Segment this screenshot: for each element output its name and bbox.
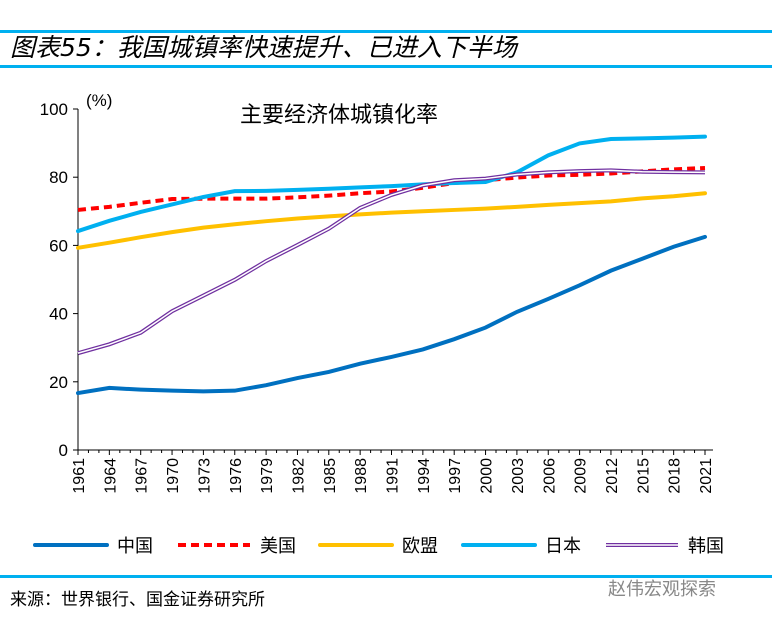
x-tick-label: 2015 xyxy=(635,458,652,494)
x-tick-label: 2012 xyxy=(604,458,621,494)
x-tick-label: 1997 xyxy=(447,458,464,494)
x-tick-label: 1961 xyxy=(71,458,88,494)
figure-title: 图表55：我国城镇率快速提升、已进入下半场 xyxy=(10,33,517,62)
series-line-日本 xyxy=(76,134,707,234)
x-tick-label: 1985 xyxy=(322,458,339,494)
y-tick-label: 80 xyxy=(49,168,68,187)
y-tick-label: 100 xyxy=(40,100,68,119)
x-tick-label: 1991 xyxy=(385,458,402,494)
title-rule xyxy=(0,65,772,68)
x-tick-label: 1973 xyxy=(196,458,213,494)
x-tick-label: 2000 xyxy=(479,458,496,494)
watermark: 赵伟宏观探索 xyxy=(608,579,716,599)
top-rule xyxy=(0,30,772,33)
x-tick-label: 2018 xyxy=(667,458,684,494)
legend-label: 美国 xyxy=(260,536,296,557)
legend-label: 日本 xyxy=(545,536,581,557)
series-line-美国 xyxy=(77,165,706,212)
x-tick-label: 2006 xyxy=(541,458,558,494)
x-tick-label: 1979 xyxy=(259,458,276,494)
x-tick-label: 1976 xyxy=(228,458,245,494)
x-tick-label: 1967 xyxy=(134,458,151,494)
x-tick-label: 1964 xyxy=(102,458,119,494)
x-tick-label: 1988 xyxy=(353,458,370,494)
x-tick-label: 2009 xyxy=(573,458,590,494)
legend-label: 中国 xyxy=(117,536,153,557)
x-tick-label: 1982 xyxy=(290,458,307,494)
chart-title: 主要经济体城镇化率 xyxy=(240,103,438,128)
legend-label: 欧盟 xyxy=(402,536,438,557)
y-tick-label: 40 xyxy=(49,305,68,324)
series-line-韩国-inner xyxy=(77,169,706,354)
y-tick-label: 60 xyxy=(49,236,68,255)
x-tick-label: 2003 xyxy=(510,458,527,494)
x-tick-label: 1970 xyxy=(165,458,182,494)
series-line-欧盟 xyxy=(76,191,707,250)
bottom-rule xyxy=(0,575,772,578)
y-tick-label: 0 xyxy=(59,441,68,460)
x-tick-label: 2021 xyxy=(698,458,715,494)
y-tick-label: 20 xyxy=(49,373,68,392)
chart: 主要经济体城镇化率 (%) 0 20 40 60 80 100 1961 1964 1967 19… xyxy=(33,91,724,557)
source-note: 来源：世界银行、国金证券研究所 xyxy=(10,590,265,610)
legend-label: 韩国 xyxy=(688,536,724,557)
series-line-中国 xyxy=(76,234,707,396)
x-tick-label: 1994 xyxy=(416,458,433,494)
y-axis-unit: (%) xyxy=(86,91,112,110)
